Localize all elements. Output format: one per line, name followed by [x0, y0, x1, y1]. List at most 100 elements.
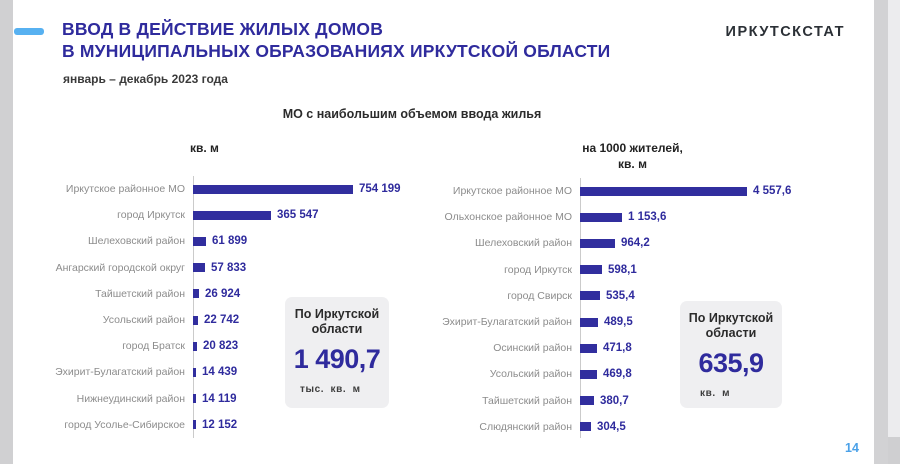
bar	[580, 291, 600, 301]
bar-row: Усольский район 469,8	[420, 361, 860, 387]
category-label: Шелеховский район	[475, 237, 572, 250]
bar-row: Тайшетский район 26 924	[40, 281, 470, 307]
page-number: 14	[845, 441, 859, 455]
value-label: 22 742	[204, 314, 240, 327]
left-total-callout: По Иркутской области 1 490,7 тыс. кв. м	[285, 297, 389, 408]
left-chart-unit-header: кв. м	[190, 141, 219, 155]
section-title: МО с наибольшим объемом ввода жилья	[282, 107, 542, 121]
category-label: город Братск	[122, 340, 185, 353]
category-label: город Иркутск	[117, 209, 185, 222]
bar	[193, 420, 196, 430]
bar	[193, 394, 196, 404]
value-label: 471,8	[603, 342, 632, 355]
bar-row: город Иркутск 598,1	[420, 257, 860, 283]
category-label: Эхирит-Булагатский район	[442, 316, 572, 329]
bar	[580, 265, 602, 275]
value-label: 489,5	[604, 316, 633, 329]
category-label: Иркутское районное МО	[452, 185, 572, 198]
category-label: город Усолье-Сибирское	[64, 418, 185, 431]
irkutskstat-logo: ИРКУТСКСТАТ	[725, 24, 845, 40]
page-title-line2: В МУНИЦИПАЛЬНЫХ ОБРАЗОВАНИЯХ ИРКУТСКОЙ О…	[62, 40, 611, 61]
bar-row: Ольхонское районное МО 1 153,6	[420, 204, 860, 230]
bar-row: город Свирск 535,4	[420, 283, 860, 309]
bar	[193, 367, 196, 377]
bar	[580, 212, 622, 222]
bar	[193, 184, 353, 194]
bar-row: город Братск 20 823	[40, 333, 470, 359]
value-label: 14 119	[202, 392, 237, 405]
value-label: 535,4	[606, 289, 635, 302]
category-label: Усольский район	[489, 368, 572, 381]
bar	[580, 369, 597, 379]
bar	[193, 236, 206, 246]
value-label: 380,7	[600, 394, 629, 407]
value-label: 20 823	[203, 340, 239, 353]
bar-row: Осинский район 471,8	[420, 335, 860, 361]
bar	[580, 396, 594, 406]
bar-row: Шелеховский район 964,2	[420, 230, 860, 256]
left-total-value: 1 490,7	[293, 344, 381, 374]
period-subtitle: январь – декабрь 2023 года	[63, 72, 228, 86]
bar-row: Иркутское районное МО 4 557,6	[420, 178, 860, 204]
value-label: 4 557,6	[753, 185, 792, 198]
value-label: 26 924	[205, 287, 241, 300]
right-chart-unit-line2: кв. м	[618, 157, 647, 171]
bar	[580, 238, 615, 248]
bar-row: Нижнеудинский район 14 119	[40, 386, 470, 412]
category-label: Шелеховский район	[88, 235, 185, 248]
left-total-unit: тыс. кв. м	[300, 384, 361, 395]
value-label: 1 153,6	[628, 211, 667, 224]
value-label: 598,1	[608, 263, 637, 276]
value-label: 12 152	[202, 418, 238, 431]
category-label: город Свирск	[507, 289, 572, 302]
bar-row: Усольский район 22 742	[40, 307, 470, 333]
category-label: Нижнеудинский район	[76, 392, 185, 405]
bar	[193, 315, 198, 325]
left-total-label: По Иркутской области	[294, 307, 380, 336]
value-label: 469,8	[603, 368, 632, 381]
scrollbar-thumb[interactable]	[888, 437, 900, 464]
scrollbar-track[interactable]	[888, 0, 900, 437]
category-label: Осинский район	[493, 342, 572, 355]
left-bar-chart: Иркутское районное МО 754 199 город Иркутс…	[40, 176, 470, 438]
value-label: 304,5	[597, 420, 626, 433]
bar-row: город Усолье-Сибирское 12 152	[40, 412, 470, 438]
viewer-right-gutter	[874, 0, 900, 464]
bar-row: город Иркутск 365 547	[40, 202, 470, 228]
viewer-left-gutter	[0, 0, 13, 464]
category-label: Тайшетский район	[482, 394, 572, 407]
value-label: 754 199	[359, 183, 401, 196]
bar-row: Эхирит-Булагатский район 489,5	[420, 309, 860, 335]
category-label: Эхирит-Булагатский район	[55, 366, 185, 379]
right-chart-unit-line1: на 1000 жителей,	[582, 141, 683, 155]
bar	[580, 422, 591, 432]
category-label: Усольский район	[102, 314, 185, 327]
category-label: Ольхонское районное МО	[444, 211, 572, 224]
bar	[193, 341, 197, 351]
bar	[193, 289, 199, 299]
bar	[580, 186, 747, 196]
page-title: ВВОД В ДЕЙСТВИЕ ЖИЛЫХ ДОМОВ В МУНИЦИПАЛЬ…	[62, 19, 610, 62]
right-total-label: По Иркутской области	[688, 311, 774, 340]
bar	[193, 210, 271, 220]
category-label: город Иркутск	[504, 263, 572, 276]
right-bar-chart: Иркутское районное МО 4 557,6 Ольхонское р…	[420, 178, 860, 440]
right-chart-unit-header: на 1000 жителей, кв. м	[560, 140, 705, 172]
category-label: Тайшетский район	[95, 287, 185, 300]
right-total-callout: По Иркутской области 635,9 кв. м	[680, 301, 782, 408]
value-label: 365 547	[277, 209, 319, 222]
right-total-value: 635,9	[698, 348, 764, 378]
bar-row: Эхирит-Булагатский район 14 439	[40, 359, 470, 385]
bar-row: Тайшетский район 380,7	[420, 388, 860, 414]
category-label: Иркутское районное МО	[65, 183, 185, 196]
bar-row: Иркутское районное МО 754 199	[40, 176, 470, 202]
bar-row: Слюдянский район 304,5	[420, 414, 860, 440]
left-chart-axis	[193, 176, 194, 438]
bar	[580, 317, 598, 327]
category-label: Ангарский городской округ	[55, 261, 185, 274]
page-title-line1: ВВОД В ДЕЙСТВИЕ ЖИЛЫХ ДОМОВ	[62, 19, 384, 39]
accent-dash-icon	[14, 28, 44, 35]
value-label: 964,2	[621, 237, 650, 250]
bar-row: Шелеховский район 61 899	[40, 228, 470, 254]
